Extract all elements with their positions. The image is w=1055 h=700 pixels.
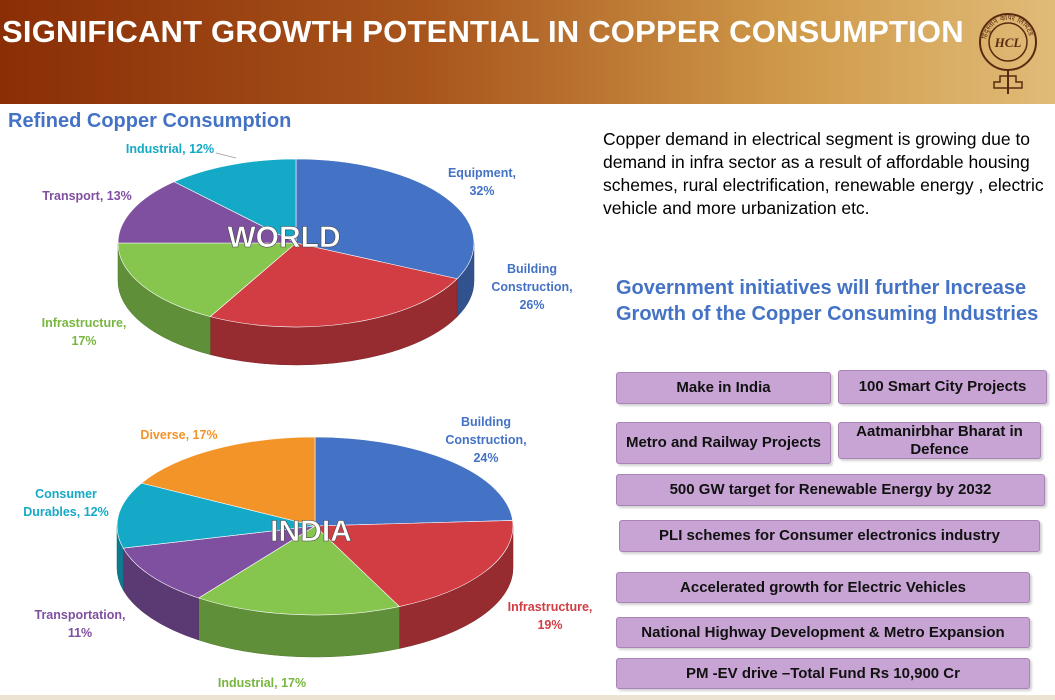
data-label-building: Building Construction, 24% — [445, 415, 526, 465]
chart-title-world: WORLD — [227, 221, 340, 254]
data-label-consumer: Consumer Durables, 12% — [23, 487, 108, 519]
pie-slice-diverse-17 — [140, 436, 316, 527]
initiative-renewable-energy: 500 GW target for Renewable Energy by 20… — [616, 474, 1045, 506]
data-label-industrial-12: Industrial, 12% — [126, 142, 214, 156]
pie-slice-infrastructure — [117, 242, 297, 317]
initiative-aatmanirbhar: Aatmanirbhar Bharat in Defence — [838, 422, 1041, 459]
company-logo: हिंदुस्तान कॉपर लिमिटेड HCL — [979, 13, 1037, 94]
pie-slice-equipment — [295, 158, 475, 280]
chart-title-india: INDIA — [270, 515, 352, 548]
data-label-equipment: Equipment, 32% — [448, 166, 516, 198]
data-label-transport-13: Transport, 13% — [42, 189, 132, 203]
svg-text:HCL: HCL — [994, 35, 1022, 50]
data-label-industrial-17: Industrial, 17% — [218, 676, 306, 690]
pie-chart-india: INDIA Building Construction, 24% Infrastruct… — [23, 415, 592, 690]
pie-top — [116, 436, 514, 616]
pie-top — [117, 158, 475, 328]
initiative-pm-ev-drive: PM -EV drive –Total Fund Rs 10,900 Cr — [616, 658, 1030, 689]
pie-slice-consumer — [116, 482, 316, 549]
pie-slice-transport-13 — [117, 181, 297, 244]
data-label-building: Building Construction, 26% — [491, 262, 572, 312]
pie-slice-industrial-12 — [173, 158, 297, 244]
initiative-highway-metro: National Highway Development & Metro Exp… — [616, 617, 1030, 648]
pie-slice-industrial-17 — [197, 525, 400, 616]
description-text: Copper demand in electrical segment is g… — [603, 129, 1044, 218]
initiative-smart-city: 100 Smart City Projects — [838, 370, 1047, 404]
pie-charts: WORLD Equipment, 32% Building Construction, 2… — [23, 142, 592, 690]
initiative-metro-railway: Metro and Railway Projects — [616, 422, 831, 464]
pie-slice-building — [314, 436, 513, 527]
header-banner: SIGNIFICANT GROWTH POTENTIAL IN COPPER C… — [0, 0, 1055, 104]
footer-divider — [0, 695, 1055, 700]
data-label-infrastructure: Infrastructure, 19% — [508, 600, 593, 632]
pie-slice-infrastructure — [314, 520, 514, 607]
data-label-transportation: Transportation, 11% — [35, 608, 126, 640]
leader-line — [215, 152, 237, 159]
pie-sides — [116, 525, 514, 658]
initiative-electric-vehicles: Accelerated growth for Electric Vehicles — [616, 572, 1030, 603]
section-title-refined-copper: Refined Copper Consumption — [8, 110, 292, 132]
data-label-diverse-17: Diverse, 17% — [140, 428, 217, 442]
page-title: SIGNIFICANT GROWTH POTENTIAL IN COPPER C… — [2, 14, 964, 49]
initiative-pli-schemes: PLI schemes for Consumer electronics ind… — [619, 520, 1040, 552]
pie-slice-transportation — [122, 525, 316, 599]
initiative-make-in-india: Make in India — [616, 372, 831, 404]
government-initiatives-title: Government initiatives will further Incr… — [616, 277, 1039, 325]
pie-chart-world: WORLD Equipment, 32% Building Construction, 2… — [42, 142, 573, 366]
data-label-infrastructure: Infrastructure, 17% — [42, 316, 127, 348]
